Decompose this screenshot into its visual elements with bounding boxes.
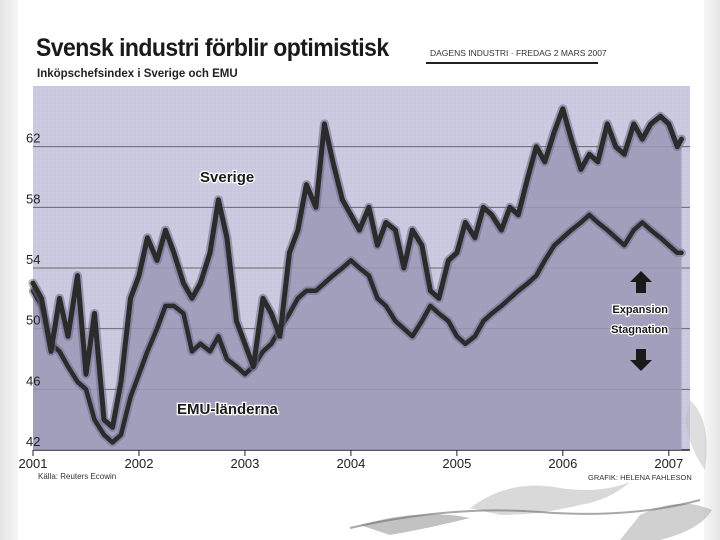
page-right-edge: [704, 0, 720, 540]
leaf-shape-3: [620, 503, 712, 540]
x-tick-label: 2006: [548, 456, 577, 471]
source-note: Källa: Reuters Ecowin: [38, 472, 117, 481]
y-tick-label: 58: [26, 191, 40, 206]
y-tick-label: 50: [26, 313, 40, 328]
source-underline: [426, 62, 598, 64]
x-tick-labels: 2001 2002 2003 2004 2005 2006 2007: [19, 456, 684, 471]
annotations: Sverige EMU-länderna Expansion Stagnation: [176, 168, 670, 420]
y-tick-label: 46: [26, 373, 40, 388]
x-tick-label: 2003: [230, 456, 259, 471]
x-tick-label: 2005: [442, 456, 471, 471]
chart-subtitle: Inköpschefsindex i Sverige och EMU: [37, 68, 238, 80]
expansion-label: Expansion: [612, 304, 668, 316]
stagnation-arrow-icon: [630, 349, 652, 371]
x-tick-label: 2007: [654, 456, 683, 471]
page-left-edge: [0, 0, 18, 540]
x-tick-label: 2004: [336, 456, 365, 471]
y-tick-labels: 42 46 50 54 58 62: [26, 131, 40, 449]
graphics-credit: GRAFIK: HELENA FAHLESON: [588, 473, 692, 482]
leaf-shape-1: [470, 482, 630, 515]
sverige-area: [33, 108, 682, 451]
series-lines: [28, 104, 686, 447]
branch-line: [349, 499, 701, 529]
x-tick-label: 2001: [19, 456, 48, 471]
leaf-shape-2: [360, 514, 470, 535]
chart-title: Svensk industri förblir optimistisk: [36, 34, 389, 62]
y-tick-label: 54: [26, 252, 40, 267]
sverige-series-label: Sverige: [200, 169, 254, 186]
stagnation-label: Stagnation: [611, 324, 668, 336]
leaf-shape-4: [685, 400, 707, 470]
emu-series-label: EMU-länderna: [177, 401, 279, 418]
y-tick-label: 42: [26, 434, 40, 449]
expansion-arrow-icon: [630, 271, 652, 293]
publication-source: DAGENS INDUSTRI · FREDAG 2 MARS 2007: [430, 48, 607, 58]
x-tick-label: 2002: [125, 456, 154, 471]
y-tick-label: 62: [26, 131, 40, 146]
sverige-area-fill: [33, 108, 682, 451]
